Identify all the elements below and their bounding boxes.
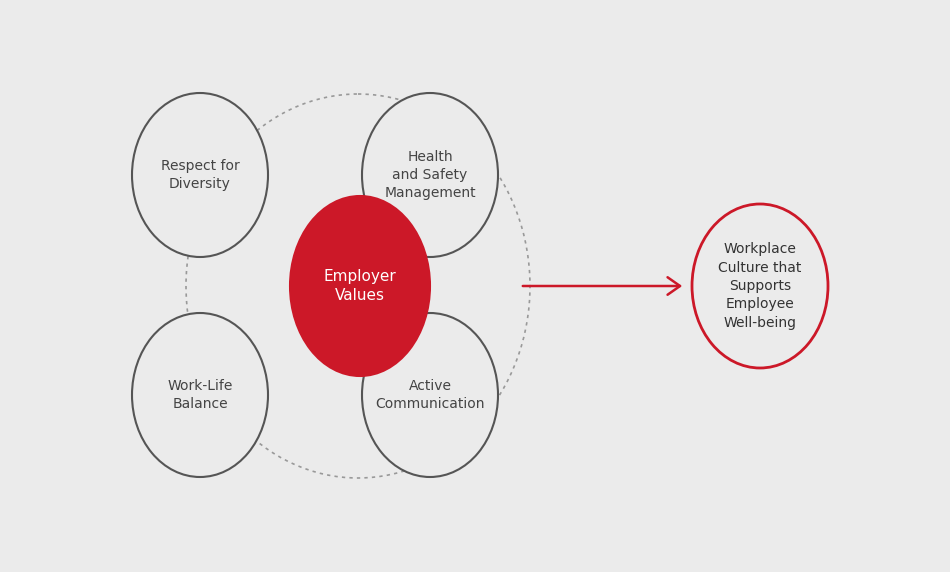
Ellipse shape: [362, 313, 498, 477]
Ellipse shape: [362, 93, 498, 257]
Ellipse shape: [132, 313, 268, 477]
Text: Workplace
Culture that
Supports
Employee
Well-being: Workplace Culture that Supports Employee…: [718, 242, 802, 330]
Ellipse shape: [132, 93, 268, 257]
Text: Respect for
Diversity: Respect for Diversity: [161, 159, 239, 191]
Text: Employer
Values: Employer Values: [324, 269, 396, 303]
Ellipse shape: [290, 196, 430, 376]
Text: Health
and Safety
Management: Health and Safety Management: [384, 150, 476, 200]
Ellipse shape: [692, 204, 828, 368]
Text: Work-Life
Balance: Work-Life Balance: [167, 379, 233, 411]
Text: Active
Communication: Active Communication: [375, 379, 484, 411]
